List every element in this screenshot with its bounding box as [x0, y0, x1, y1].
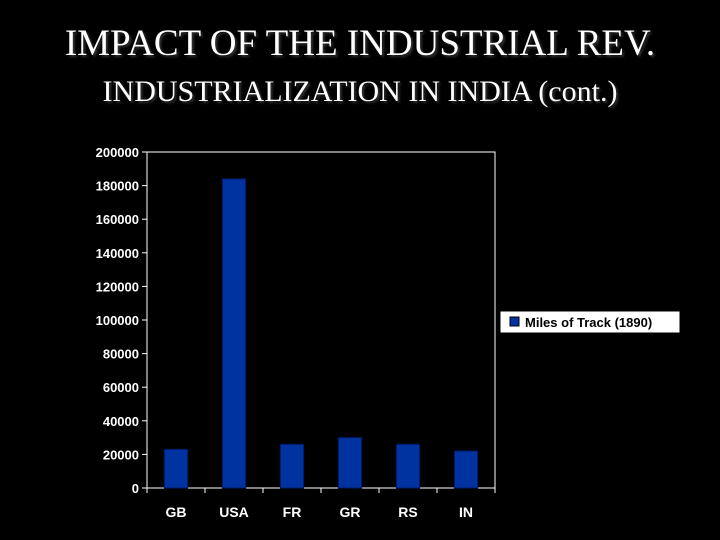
bar-in [453, 450, 479, 489]
legend-label: Miles of Track (1890) [525, 315, 652, 330]
bar-rs [395, 443, 421, 489]
y-tick-label: 100000 [96, 313, 139, 328]
x-tick-label: GR [340, 504, 361, 520]
y-tick-label: 180000 [96, 179, 139, 194]
x-tick-label: USA [219, 504, 249, 520]
y-tick-label: 140000 [96, 246, 139, 261]
bar-fr [279, 443, 305, 489]
chart-axes: 0 20000 40000 60000 80000 100000 120000 140000 1… [96, 145, 496, 520]
bar-gr [337, 437, 363, 489]
y-tick-label: 200000 [96, 145, 139, 160]
legend-swatch [509, 316, 520, 327]
slide-subtitle: INDUSTRIALIZATION IN INDIA (cont.) [102, 75, 618, 108]
y-tick-label: 60000 [103, 380, 139, 395]
chart-legend: Miles of Track (1890) [499, 310, 681, 334]
bar-usa [221, 178, 247, 489]
y-tick-label: 120000 [96, 279, 139, 294]
x-tick-label: RS [398, 504, 417, 520]
bar-gb [163, 448, 189, 489]
y-tick-label: 20000 [103, 447, 139, 462]
x-tick-label: GB [166, 504, 187, 520]
y-tick-label: 40000 [103, 414, 139, 429]
y-tick-label: 80000 [103, 347, 139, 362]
plot-area [146, 151, 496, 489]
chart-bars [163, 178, 479, 489]
x-tick-label: FR [283, 504, 302, 520]
slide-title: IMPACT OF THE INDUSTRIAL REV. [64, 23, 656, 64]
legend-box [499, 310, 681, 334]
y-tick-label: 0 [132, 481, 139, 496]
y-tick-label: 160000 [96, 212, 139, 227]
x-tick-label: IN [459, 504, 473, 520]
